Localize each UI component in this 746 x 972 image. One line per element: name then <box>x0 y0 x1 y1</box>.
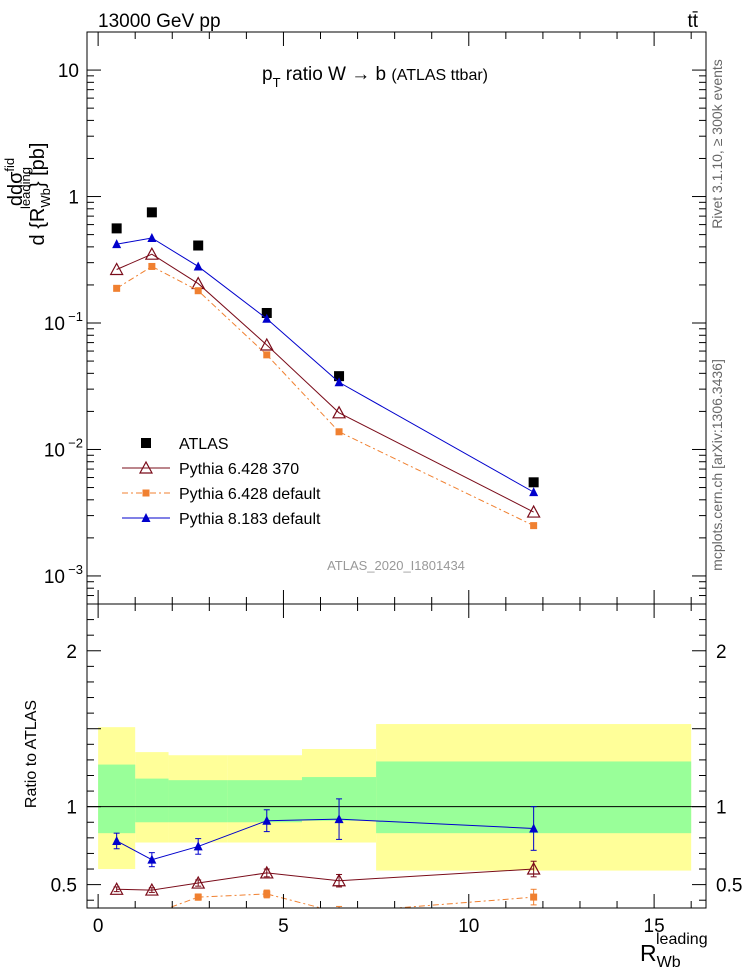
main-data-point <box>193 261 203 271</box>
main-data-point <box>526 504 541 518</box>
ratio-y-tick-label-right: 0.5 <box>716 876 742 897</box>
ratio-data-point <box>112 835 122 845</box>
main-series-line <box>116 237 534 493</box>
legend-marker <box>138 460 154 474</box>
ratio-data-point <box>526 861 541 875</box>
main-data-point <box>334 377 344 387</box>
ratio-plot: 0.5 0.5 1 1 2 2 0 5 10 15 Ratio to ATLAS RWb lead… <box>23 603 742 971</box>
legend-marker <box>141 513 151 522</box>
ratio-x-tick-label: 15 <box>644 916 665 937</box>
main-data-point <box>528 477 539 488</box>
ratio-data-point <box>147 854 157 864</box>
legend-label: ATLAS <box>179 436 229 453</box>
ratio-data-point <box>263 890 271 898</box>
watermark: ATLAS_2020_I1801434 <box>327 558 465 573</box>
ratio-band-green <box>98 764 136 834</box>
main-data-point <box>259 337 274 351</box>
main-data-point <box>146 207 157 218</box>
main-data-point <box>144 246 159 260</box>
ratio-data-point <box>332 873 347 887</box>
legend-marker <box>142 489 150 497</box>
ratio-series-line <box>116 818 534 861</box>
legend-label: Pythia 6.428 default <box>179 486 321 503</box>
ratio-data-point <box>148 911 155 918</box>
ratio-y-tick-label-right: 1 <box>716 798 727 819</box>
main-data-point <box>263 351 271 359</box>
ratio-ylabel: Ratio to ATLAS <box>23 700 40 808</box>
ratio-x-tick-label: 0 <box>93 916 104 937</box>
ratio-x-tick-label: 10 <box>458 916 479 937</box>
main-data-point <box>529 487 539 497</box>
ratio-data-point <box>262 815 272 825</box>
ratio-data-point <box>193 841 203 851</box>
main-y-tick-label: 1 <box>68 188 79 209</box>
main-data-point <box>261 307 272 318</box>
ratio-data-point <box>529 823 539 833</box>
ratio-band-green <box>135 778 169 823</box>
main-y-tick-exp: −3 <box>68 562 83 577</box>
main-data-point <box>332 405 347 419</box>
ratio-series-line <box>167 893 534 908</box>
main-data-point <box>194 287 202 295</box>
ratio-y-tick-label: 1 <box>66 798 77 819</box>
legend-label: Pythia 6.428 370 <box>179 461 299 478</box>
main-y-tick-label: 10 <box>58 61 79 82</box>
main-data-point <box>530 522 538 530</box>
ratio-data-point <box>530 893 538 901</box>
main-data-point <box>112 239 122 249</box>
side-label-bottom: mcplots.cern.ch [arXiv:1306.3436] <box>709 359 725 571</box>
main-y-tick-label: 10 <box>44 314 65 335</box>
ratio-data-point <box>194 893 202 901</box>
main-y-tick-label: 10 <box>44 440 65 461</box>
ratio-y-tick-label-right: 2 <box>716 642 727 663</box>
main-data-point <box>334 371 345 382</box>
main-data-point <box>148 262 156 270</box>
ratio-xlabel: RWb <box>640 940 681 971</box>
ratio-data-point <box>334 814 344 824</box>
ratio-xlabel-sup: leading <box>656 931 708 948</box>
main-data-point <box>262 313 272 323</box>
svg-text:ddσfid: ddσfid <box>2 158 27 206</box>
legend-label: Pythia 8.183 default <box>179 511 321 528</box>
main-data-point <box>111 223 122 234</box>
main-ylabel: ddσfid d {RWb} [pb] leading <box>2 143 53 246</box>
ratio-band-green <box>227 780 302 823</box>
svg-text:d {RWb} [pb]: d {RWb} [pb] <box>27 143 53 246</box>
ratio-data-point <box>191 875 206 889</box>
ratio-data-point <box>113 911 120 918</box>
main-data-point <box>113 284 121 292</box>
main-y-tick-exp: −2 <box>68 435 83 450</box>
main-title: pT ratio W → b (ATLAS ttbar) <box>262 64 488 90</box>
ratio-data-point <box>144 882 159 896</box>
main-data-point <box>193 240 204 251</box>
main-y-tick-label: 10 <box>44 567 65 588</box>
main-y-tick-exp: −1 <box>68 309 83 324</box>
ratio-series-line <box>116 868 534 891</box>
main-data-point <box>109 262 124 276</box>
side-label-top: Rivet 3.1.10, ≥ 300k events <box>709 59 725 229</box>
main-series-line <box>116 265 534 527</box>
ratio-plot-frame <box>86 603 707 909</box>
ratio-band-green <box>168 780 228 823</box>
main-data-point <box>147 233 157 243</box>
ratio-data-point <box>109 882 124 895</box>
main-series-line <box>116 253 534 513</box>
header-right: tt̄ <box>687 11 698 32</box>
ratio-data-point <box>259 865 274 879</box>
header-left: 13000 GeV pp <box>98 11 221 32</box>
legend: ATLAS Pythia 6.428 370 Pythia 6.428 defaul… <box>122 436 321 528</box>
ratio-x-tick-label: 5 <box>278 916 289 937</box>
main-data-point <box>335 428 343 436</box>
ratio-y-tick-label: 0.5 <box>51 876 77 897</box>
svg-text:leading: leading <box>18 167 33 209</box>
ratio-y-tick-label: 2 <box>66 642 77 663</box>
legend-marker <box>141 438 151 448</box>
ratio-data-point <box>336 909 343 916</box>
